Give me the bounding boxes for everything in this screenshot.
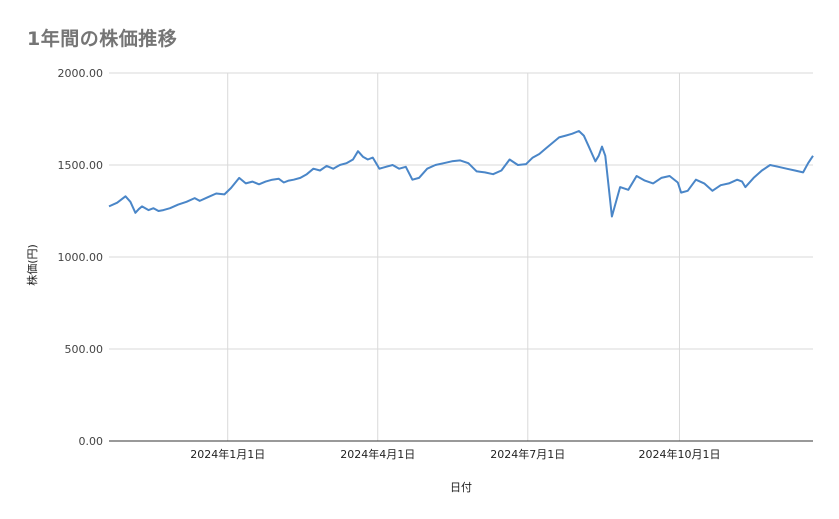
y-tick-label: 2000.00	[58, 67, 104, 80]
x-axis-ticks: 2024年1月1日 2024年4月1日 2024年7月1日 2024年10月1日	[190, 447, 720, 461]
x-tick-label: 2024年10月1日	[638, 447, 720, 461]
y-axis-title: 株価(円)	[25, 244, 39, 286]
x-axis-title: 日付	[450, 481, 472, 494]
y-tick-label: 0.00	[79, 435, 104, 448]
x-tick-label: 2024年1月1日	[190, 447, 265, 461]
x-tick-label: 2024年7月1日	[490, 447, 565, 461]
x-tick-label: 2024年4月1日	[340, 447, 415, 461]
y-tick-label: 500.00	[65, 343, 104, 356]
y-tick-label: 1500.00	[58, 159, 104, 172]
y-tick-label: 1000.00	[58, 251, 104, 264]
y-axis-ticks: 0.00 500.00 1000.00 1500.00 2000.00	[58, 67, 104, 448]
chart-title: 1年間の株価推移	[27, 28, 178, 50]
price-series-line	[108, 130, 814, 218]
gridlines	[109, 72, 813, 441]
